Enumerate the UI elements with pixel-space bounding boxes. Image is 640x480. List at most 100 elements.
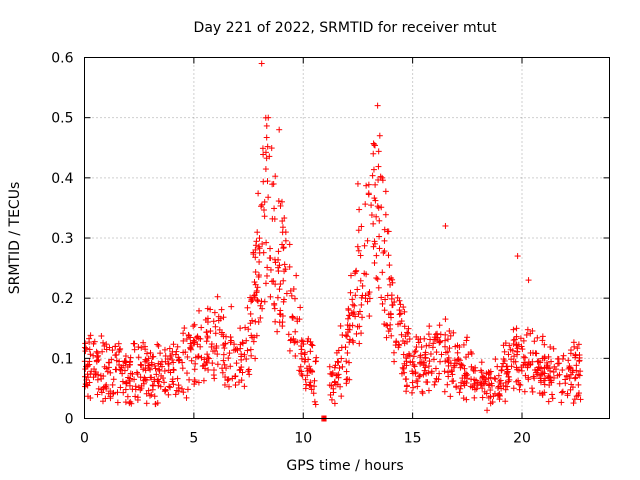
- data-point: [410, 361, 417, 368]
- data-point: [107, 395, 114, 402]
- data-point: [306, 382, 313, 389]
- data-point: [570, 400, 577, 407]
- data-point: [442, 331, 449, 338]
- data-point: [213, 343, 220, 350]
- data-point: [362, 201, 369, 208]
- data-point: [131, 376, 138, 383]
- data-point: [346, 326, 353, 333]
- data-point: [174, 375, 181, 382]
- data-point: [520, 353, 527, 360]
- data-point: [534, 367, 541, 374]
- data-point: [210, 367, 217, 374]
- data-point: [105, 359, 112, 366]
- data-point: [112, 343, 119, 350]
- data-point: [400, 304, 407, 311]
- data-point: [328, 396, 335, 403]
- data-point: [373, 252, 380, 259]
- data-point: [417, 372, 424, 379]
- data-point: [122, 353, 129, 360]
- data-point: [308, 386, 315, 393]
- data-point: [197, 335, 204, 342]
- data-point: [152, 401, 159, 408]
- data-point: [122, 358, 129, 365]
- data-point: [190, 323, 197, 330]
- data-point: [436, 322, 443, 329]
- data-point: [504, 383, 511, 390]
- data-point: [404, 329, 411, 336]
- data-point: [198, 324, 205, 331]
- data-point: [86, 358, 93, 365]
- data-point: [297, 304, 304, 311]
- data-point: [204, 359, 211, 366]
- data-point: [470, 367, 477, 374]
- data-point: [292, 328, 299, 335]
- data-point: [180, 389, 187, 396]
- data-point: [518, 364, 525, 371]
- data-point: [435, 376, 442, 383]
- data-point: [456, 389, 463, 396]
- data-point: [191, 321, 198, 328]
- data-point: [354, 286, 361, 293]
- data-point: [433, 349, 440, 356]
- data-point: [485, 375, 492, 382]
- data-point: [183, 370, 190, 377]
- data-point: [252, 242, 259, 249]
- data-point: [204, 351, 211, 358]
- data-point: [563, 373, 570, 380]
- data-point: [255, 318, 262, 325]
- data-point: [231, 341, 238, 348]
- data-point: [376, 217, 383, 224]
- data-point: [258, 60, 265, 67]
- data-point: [365, 181, 372, 188]
- data-point: [220, 314, 227, 321]
- data-point: [161, 388, 168, 395]
- data-point: [309, 368, 316, 375]
- data-point: [389, 276, 396, 283]
- data-point: [247, 346, 254, 353]
- data-point: [151, 362, 158, 369]
- data-point: [477, 367, 484, 374]
- data-point: [375, 284, 382, 291]
- data-point: [279, 218, 286, 225]
- data-point: [165, 367, 172, 374]
- data-point: [434, 330, 441, 337]
- data-point: [274, 328, 281, 335]
- data-point: [349, 322, 356, 329]
- data-point: [361, 242, 368, 249]
- data-point: [385, 328, 392, 335]
- data-point: [377, 173, 384, 180]
- data-point: [170, 341, 177, 348]
- data-point: [438, 351, 445, 358]
- data-point: [495, 372, 502, 379]
- data-point: [339, 363, 346, 370]
- data-point: [425, 363, 432, 370]
- data-point: [203, 338, 210, 345]
- data-point: [192, 354, 199, 361]
- data-point: [548, 358, 555, 365]
- data-point: [94, 354, 101, 361]
- data-point: [115, 340, 122, 347]
- data-point: [376, 233, 383, 240]
- data-point: [457, 385, 464, 392]
- data-point: [311, 377, 318, 384]
- data-point: [87, 332, 94, 339]
- data-point: [220, 342, 227, 349]
- data-point: [446, 328, 453, 335]
- data-point: [528, 385, 535, 392]
- data-point: [375, 163, 382, 170]
- data-point: [219, 365, 226, 372]
- data-point: [147, 349, 154, 356]
- data-point: [444, 369, 451, 376]
- data-point: [382, 188, 389, 195]
- data-point: [516, 386, 523, 393]
- data-point: [430, 356, 437, 363]
- data-point: [87, 351, 94, 358]
- data-point: [410, 353, 417, 360]
- data-point: [343, 368, 350, 375]
- data-point: [195, 353, 202, 360]
- data-point: [292, 338, 299, 345]
- data-point: [218, 306, 225, 313]
- data-point: [559, 355, 566, 362]
- data-point: [382, 211, 389, 218]
- data-point: [307, 338, 314, 345]
